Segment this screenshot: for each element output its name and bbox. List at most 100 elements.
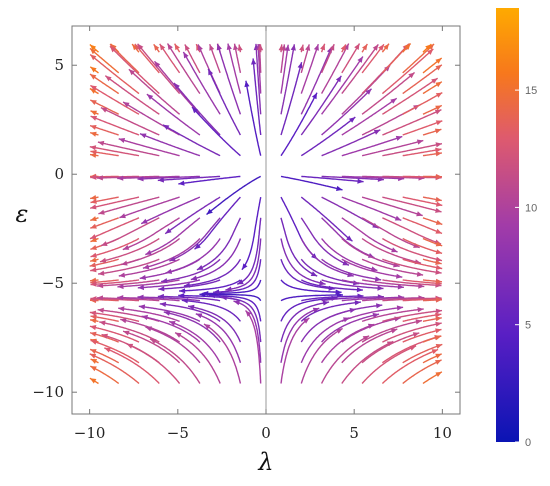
stream-arrowhead	[335, 289, 342, 295]
stream-arrowhead	[141, 314, 148, 320]
colorbar-tick-label: 0	[525, 437, 531, 449]
stream-arrowhead	[118, 306, 125, 312]
colorbar	[496, 8, 519, 442]
stream-arrowhead	[163, 124, 170, 130]
streamline	[89, 47, 120, 74]
stream-arrowhead	[434, 335, 442, 341]
stream-arrowhead	[396, 305, 404, 311]
streamline	[402, 328, 442, 343]
stream-arrowhead	[90, 318, 97, 324]
streamline	[341, 135, 403, 157]
stream-arrowhead	[165, 268, 173, 274]
streamline	[402, 313, 442, 323]
streamline	[280, 175, 343, 191]
streamline	[160, 258, 221, 283]
stream-arrowhead	[137, 176, 144, 182]
colorbar-tick-label: 15	[525, 85, 537, 97]
stream-arrowhead	[101, 333, 108, 339]
stream-arrowhead	[90, 110, 97, 116]
stream-arrowhead	[97, 140, 105, 146]
streamline	[361, 237, 422, 264]
stream-arrowhead	[342, 260, 349, 266]
stream-arrowhead	[90, 234, 97, 239]
stream-arrowhead	[188, 304, 195, 310]
stream-arrowhead	[137, 294, 144, 300]
streamline	[122, 217, 180, 251]
x-axis-label: λ	[257, 448, 273, 476]
y-tick-label: 5	[54, 56, 64, 74]
stream-arrowhead	[184, 44, 190, 51]
stream-arrowhead	[390, 328, 398, 334]
streamline	[196, 217, 242, 271]
streamline	[227, 43, 242, 94]
streamline	[361, 217, 420, 249]
streamline	[300, 43, 319, 94]
stream-arrowhead	[145, 249, 152, 255]
stream-arrowhead	[346, 235, 353, 242]
stream-arrowhead	[154, 61, 161, 68]
streamline	[109, 45, 160, 95]
stream-arrowhead	[336, 185, 343, 191]
stream-arrowhead	[181, 298, 188, 304]
stream-arrowhead	[418, 283, 425, 289]
stream-arrowhead	[258, 44, 264, 51]
stream-arrowhead	[140, 133, 147, 139]
stream-arrowhead	[320, 43, 325, 51]
streamline	[181, 299, 241, 322]
stream-arrowhead	[313, 44, 319, 51]
stream-arrowhead	[100, 257, 107, 263]
streamline	[126, 343, 181, 384]
stream-arrowhead	[161, 278, 168, 284]
stream-arrowhead	[226, 43, 232, 50]
streamline	[191, 106, 241, 157]
stream-arrowhead	[89, 325, 97, 331]
stream-arrowhead	[278, 44, 284, 51]
streamline	[382, 309, 443, 323]
streamline	[300, 317, 350, 364]
streamline	[341, 196, 402, 222]
stream-arrowhead	[169, 321, 176, 326]
stream-arrowhead	[372, 44, 379, 51]
streamline	[89, 53, 140, 95]
streamline	[174, 331, 221, 384]
stream-arrowhead	[150, 338, 157, 344]
stream-arrowhead	[192, 107, 198, 114]
streamline	[402, 343, 443, 364]
streamline	[168, 320, 221, 364]
stream-arrowhead	[138, 304, 146, 310]
streamline	[300, 327, 343, 384]
streamline	[402, 196, 443, 207]
stream-arrowhead	[98, 270, 105, 276]
stream-arrowhead	[395, 135, 403, 141]
stream-arrowhead	[117, 283, 124, 290]
stream-arrowhead	[435, 321, 442, 327]
streamline	[321, 279, 384, 290]
streamline	[165, 238, 221, 274]
stream-arrowhead	[174, 83, 180, 90]
streamline	[137, 296, 201, 302]
streamline	[321, 56, 364, 115]
stream-arrowhead	[241, 263, 248, 270]
streamline	[118, 138, 180, 157]
stream-arrowhead	[312, 307, 320, 313]
stream-arrowhead	[362, 335, 370, 341]
streamline	[300, 279, 363, 291]
stream-arrowhead	[169, 256, 176, 261]
stream-arrowhead	[90, 267, 97, 273]
streamline	[361, 332, 420, 364]
stream-arrowhead	[408, 72, 415, 79]
stream-arrowhead	[97, 307, 104, 313]
streamline	[233, 300, 262, 363]
stream-arrowhead	[435, 151, 442, 157]
stream-arrowhead	[123, 102, 130, 108]
streamline	[241, 196, 262, 271]
stream-arrowhead	[435, 207, 442, 213]
stream-arrowhead	[435, 259, 442, 265]
streamline	[341, 279, 404, 288]
streamline	[145, 217, 201, 256]
stream-arrowhead	[416, 139, 424, 145]
stream-arrowhead	[90, 48, 97, 55]
streamline	[300, 116, 356, 157]
stream-arrowhead	[126, 343, 134, 349]
stream-arrowhead	[335, 75, 342, 83]
